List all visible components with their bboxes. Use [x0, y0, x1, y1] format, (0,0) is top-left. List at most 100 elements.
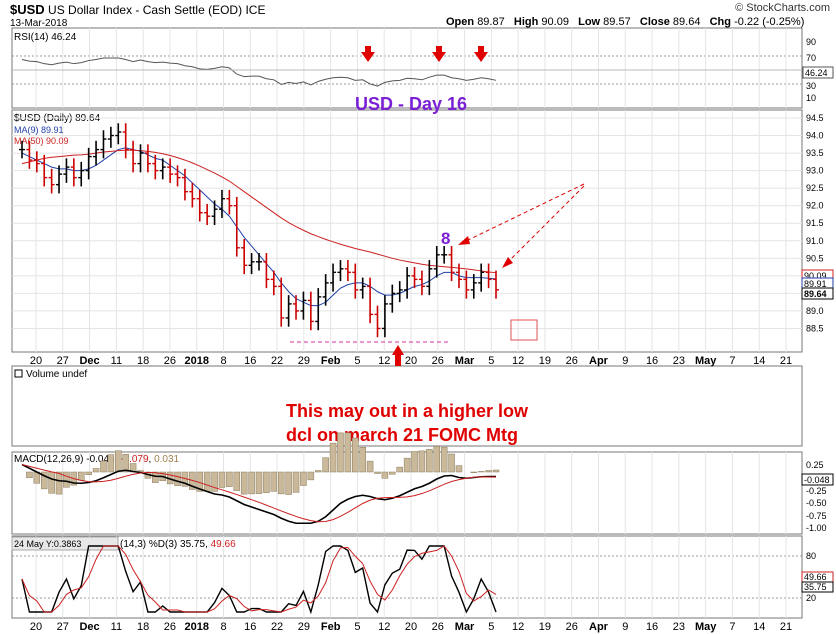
stockcharts-logo: © StockCharts.com [735, 2, 830, 14]
price-bar [455, 263, 462, 289]
x-tick-label: 19 [539, 355, 551, 367]
x-tick-label: 29 [298, 355, 310, 367]
x-tick-label: 26 [164, 355, 176, 367]
price-bar [122, 123, 129, 159]
volume-label: Volume undef [26, 369, 87, 380]
close-tag-value: 89.64 [804, 289, 827, 299]
stoch-panel: 24 May Y:0.3863 (14,3) %D(3) 35.75, 49.6… [11, 536, 834, 633]
macd-histogram-bar [92, 468, 100, 473]
rsi-current-tag [802, 66, 834, 79]
x-tick-label: 5 [354, 355, 360, 367]
price-bar [56, 165, 63, 194]
price-bar [130, 140, 137, 173]
macd-level-m100: -1.00 [806, 523, 827, 533]
price-bar [33, 151, 40, 173]
x-tick-label: 16 [244, 355, 256, 367]
x-tick-label: 5 [488, 621, 494, 633]
price-bar [478, 263, 485, 292]
macd-histogram-bar [107, 454, 115, 473]
macd-histogram-bar [226, 471, 233, 487]
y-tick-label: 93.5 [806, 148, 824, 158]
macd-histogram-bar [344, 432, 352, 473]
stoch-level-20: 20 [806, 593, 816, 603]
high-value: 90.09 [541, 16, 569, 28]
price-bar [263, 253, 270, 289]
x-tick-label: 12 [512, 355, 524, 367]
ma50-line [21, 149, 497, 274]
x-tick-label: 12 [512, 621, 524, 633]
price-bar [352, 263, 359, 299]
x-tick-label: 20 [405, 621, 417, 633]
rsi-panel: RSI(14) 46.24 90 70 30 10 46.24 [12, 32, 834, 103]
price-bar [278, 277, 285, 327]
price-bar [448, 246, 455, 282]
stoch-level-80: 80 [806, 551, 816, 561]
volume-panel: Volume undef This may out in a higher lo… [14, 369, 529, 445]
macd-histogram-bar [492, 469, 500, 473]
macd-histogram-bar [440, 446, 448, 473]
x-tick-label: 26 [432, 355, 444, 367]
x-tick-label: 8 [220, 355, 226, 367]
down-arrow-stem [365, 46, 371, 53]
macd-histogram-bar [426, 449, 433, 473]
macd-histogram-bar [470, 471, 478, 473]
up-arrow-stem [395, 354, 401, 366]
price-bar [270, 270, 277, 296]
price-bar [167, 158, 174, 183]
chart-title: $USD US Dollar Index - Cash Settle (EOD)… [10, 2, 266, 17]
ma50-legend: MA(50) 90.09 [14, 136, 69, 146]
macd-histogram-bar [85, 471, 92, 475]
x-tick-label: 23 [673, 355, 685, 367]
x-tick-label: 5 [488, 355, 494, 367]
price-bar [41, 154, 48, 187]
price-bar [337, 260, 344, 282]
macd-histogram-bar [300, 471, 307, 486]
x-tick-label: 21 [780, 621, 792, 633]
price-bar [48, 168, 55, 194]
price-bar [181, 168, 188, 201]
x-tick-label: Dec [79, 621, 99, 633]
price-bar [107, 126, 114, 148]
macd-level-m050: -0.50 [806, 498, 827, 508]
macd-histogram-bar [218, 471, 226, 488]
price-bar [196, 189, 203, 222]
macd-histogram-bar [78, 471, 85, 481]
y-tick-label: 94.0 [806, 131, 824, 141]
x-tick-label: 16 [646, 621, 658, 633]
x-tick-label: Feb [321, 621, 341, 633]
macd-histogram-bar [433, 446, 440, 473]
ma9-tag-value: 89.91 [804, 279, 827, 289]
rsi-level-70: 70 [806, 53, 816, 63]
x-tick-label: 19 [539, 621, 551, 633]
x-tick-label: Apr [589, 621, 609, 633]
macd-histogram-bar [359, 447, 366, 473]
arrow-head-1 [458, 236, 470, 245]
price-bar [411, 267, 418, 289]
x-tick-label: 22 [271, 355, 283, 367]
x-tick-label: 26 [164, 621, 176, 633]
x-tick-label: 26 [566, 355, 578, 367]
y-tick-label: 92.0 [806, 201, 824, 211]
x-tick-label: 11 [111, 355, 122, 367]
price-bar [441, 246, 448, 264]
x-tick-label: 29 [298, 621, 310, 633]
volume-frame [11, 365, 803, 447]
rsi-label: RSI(14) 46.24 [14, 32, 77, 43]
macd-histogram-bar [26, 471, 33, 478]
macd-histogram-bar [122, 454, 129, 473]
price-bar [115, 123, 122, 145]
price-bar [293, 295, 300, 320]
price-frame [11, 109, 803, 353]
price-bar [204, 203, 211, 225]
x-tick-label: 8 [220, 621, 226, 633]
note-line-2: dcl on march 21 FOMC Mtg [286, 425, 518, 445]
up-arrow-icon [392, 345, 404, 355]
stoch-tooltip-text: 24 May Y:0.3863 [14, 539, 81, 549]
price-bar [174, 165, 181, 187]
price-bar [330, 263, 337, 292]
y-tick-label: 94.5 [806, 113, 824, 123]
price-bar [218, 189, 225, 218]
macd-histogram-bar [203, 471, 211, 492]
stoch-k-tag [801, 581, 834, 593]
